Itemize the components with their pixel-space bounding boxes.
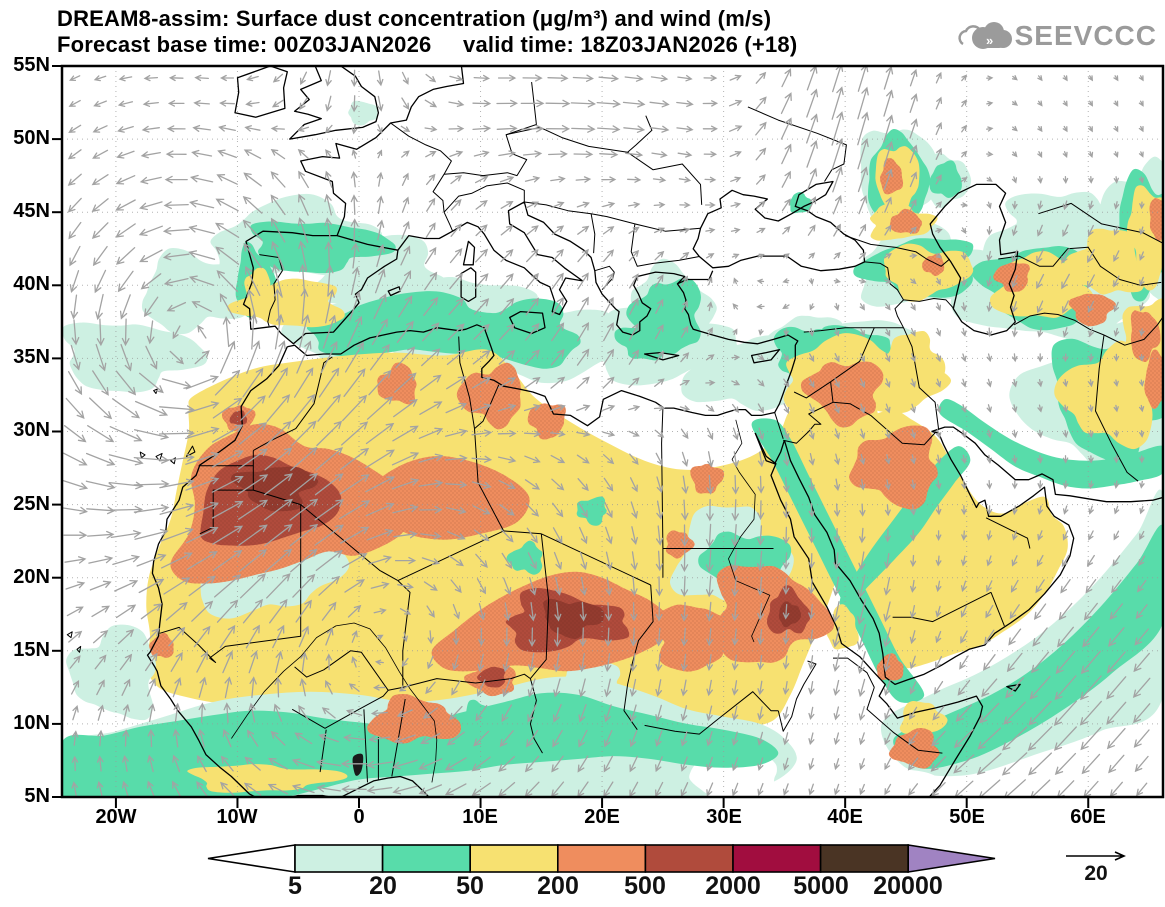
- lat-tick-label: 45N: [13, 200, 50, 222]
- colorbar-label: 50: [456, 872, 484, 900]
- svg-text:»: »: [986, 33, 993, 48]
- lat-tick-label: 20N: [13, 566, 50, 588]
- lat-tick-label: 50N: [13, 127, 50, 149]
- colorbar-label: 20000: [873, 872, 943, 900]
- wind-reference-label: 20: [1084, 862, 1108, 885]
- colorbar-label: 5000: [793, 872, 849, 900]
- lat-tick-label: 40N: [13, 273, 50, 295]
- chart-title: DREAM8-assim: Surface dust concentration…: [57, 6, 772, 31]
- lon-tick-label: 50E: [949, 806, 985, 828]
- lat-tick-label: 55N: [13, 54, 50, 76]
- lat-tick-label: 35N: [13, 346, 50, 368]
- logo-text: SEEVCCC: [1014, 20, 1157, 51]
- lon-tick-label: 0: [353, 806, 365, 828]
- lat-tick-label: 15N: [13, 639, 50, 661]
- colorbar-label: 500: [624, 872, 666, 900]
- lon-tick-label: 10W: [216, 806, 258, 828]
- lat-tick-label: 10N: [13, 712, 50, 734]
- colorbar-label: 200: [537, 872, 579, 900]
- lat-tick-label: 25N: [13, 493, 50, 515]
- lat-tick-label: 5N: [24, 785, 50, 807]
- lon-tick-label: 60E: [1070, 806, 1106, 828]
- cloud-icon: »: [957, 22, 1012, 49]
- lat-tick-label: 30N: [13, 419, 50, 441]
- lon-tick-label: 40E: [827, 806, 863, 828]
- title-block: DREAM8-assim: Surface dust concentration…: [57, 6, 797, 58]
- colorbar-label: 20: [369, 872, 397, 900]
- lon-tick-label: 20E: [584, 806, 620, 828]
- lon-tick-label: 20W: [95, 806, 137, 828]
- chart-subtitle: Forecast base time: 00Z03JAN2026 valid t…: [57, 32, 798, 57]
- lon-tick-label: 10E: [462, 806, 498, 828]
- lon-tick-label: 30E: [706, 806, 742, 828]
- seevccc-logo: » SEEVCCC: [953, 14, 1157, 58]
- colorbar-label: 2000: [705, 872, 761, 900]
- colorbar-label: 5: [288, 872, 302, 900]
